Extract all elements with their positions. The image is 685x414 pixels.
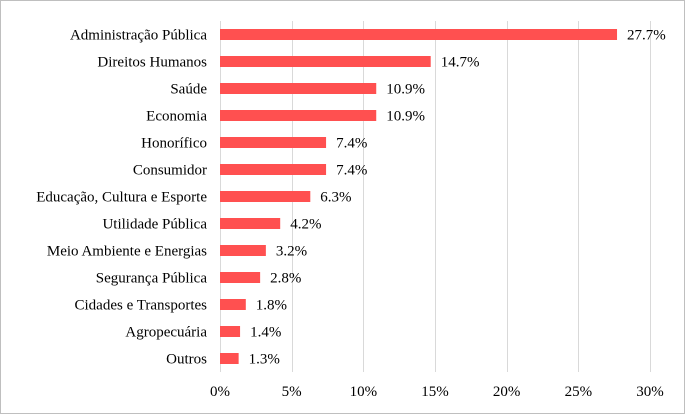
x-tick-label: 30% (636, 384, 664, 400)
bar (220, 29, 618, 40)
bar (220, 191, 311, 202)
category-label: Outros (166, 352, 207, 368)
bar (220, 272, 261, 283)
bar (220, 245, 266, 256)
bars (220, 29, 618, 364)
x-tick-labels: 0% 5% 10% 15% 20% 25% 30% (210, 384, 664, 400)
x-tick-label: 0% (210, 384, 230, 400)
bar (220, 137, 327, 148)
bar (220, 56, 431, 67)
bar (220, 110, 377, 121)
value-label: 3.2% (276, 244, 307, 260)
x-tick-label: 25% (565, 384, 593, 400)
category-label: Saúde (170, 82, 207, 98)
value-label: 7.4% (336, 163, 367, 179)
value-label: 10.9% (386, 82, 425, 98)
category-label: Educação, Cultura e Esporte (36, 190, 207, 206)
x-tick-label: 10% (350, 384, 378, 400)
category-label: Agropecuária (125, 325, 207, 341)
value-label: 2.8% (270, 271, 301, 287)
value-labels: 27.7% 14.7% 10.9% 10.9% 7.4% 7.4% 6.3% 4.2% 3.2%… (249, 28, 666, 368)
value-label: 7.4% (336, 136, 367, 152)
value-label: 10.9% (386, 109, 425, 125)
x-tick-label: 15% (421, 384, 449, 400)
category-label: Honorífico (141, 136, 207, 152)
category-label: Meio Ambiente e Energias (47, 244, 207, 260)
bar (220, 326, 241, 337)
category-label: Utilidade Pública (102, 217, 207, 233)
bar (220, 353, 239, 364)
category-label: Segurança Pública (96, 271, 208, 287)
bar (220, 83, 377, 94)
value-label: 1.8% (256, 298, 287, 314)
bar (220, 299, 246, 310)
value-label: 1.4% (250, 325, 281, 341)
value-label: 1.3% (249, 352, 280, 368)
category-label: Consumidor (133, 163, 207, 179)
category-label: Cidades e Transportes (75, 298, 208, 314)
category-label: Direitos Humanos (97, 55, 207, 71)
value-label: 27.7% (627, 28, 666, 44)
x-tick-label: 5% (282, 384, 302, 400)
category-label: Administração Pública (70, 28, 207, 44)
x-tick-label: 20% (493, 384, 521, 400)
bar (220, 164, 327, 175)
bar (220, 218, 281, 229)
value-label: 4.2% (290, 217, 321, 233)
value-label: 6.3% (320, 190, 351, 206)
gridlines (220, 21, 651, 372)
category-labels: Administração Pública Direitos Humanos Saú… (36, 28, 207, 368)
category-label: Economia (146, 109, 207, 125)
value-label: 14.7% (441, 55, 480, 71)
